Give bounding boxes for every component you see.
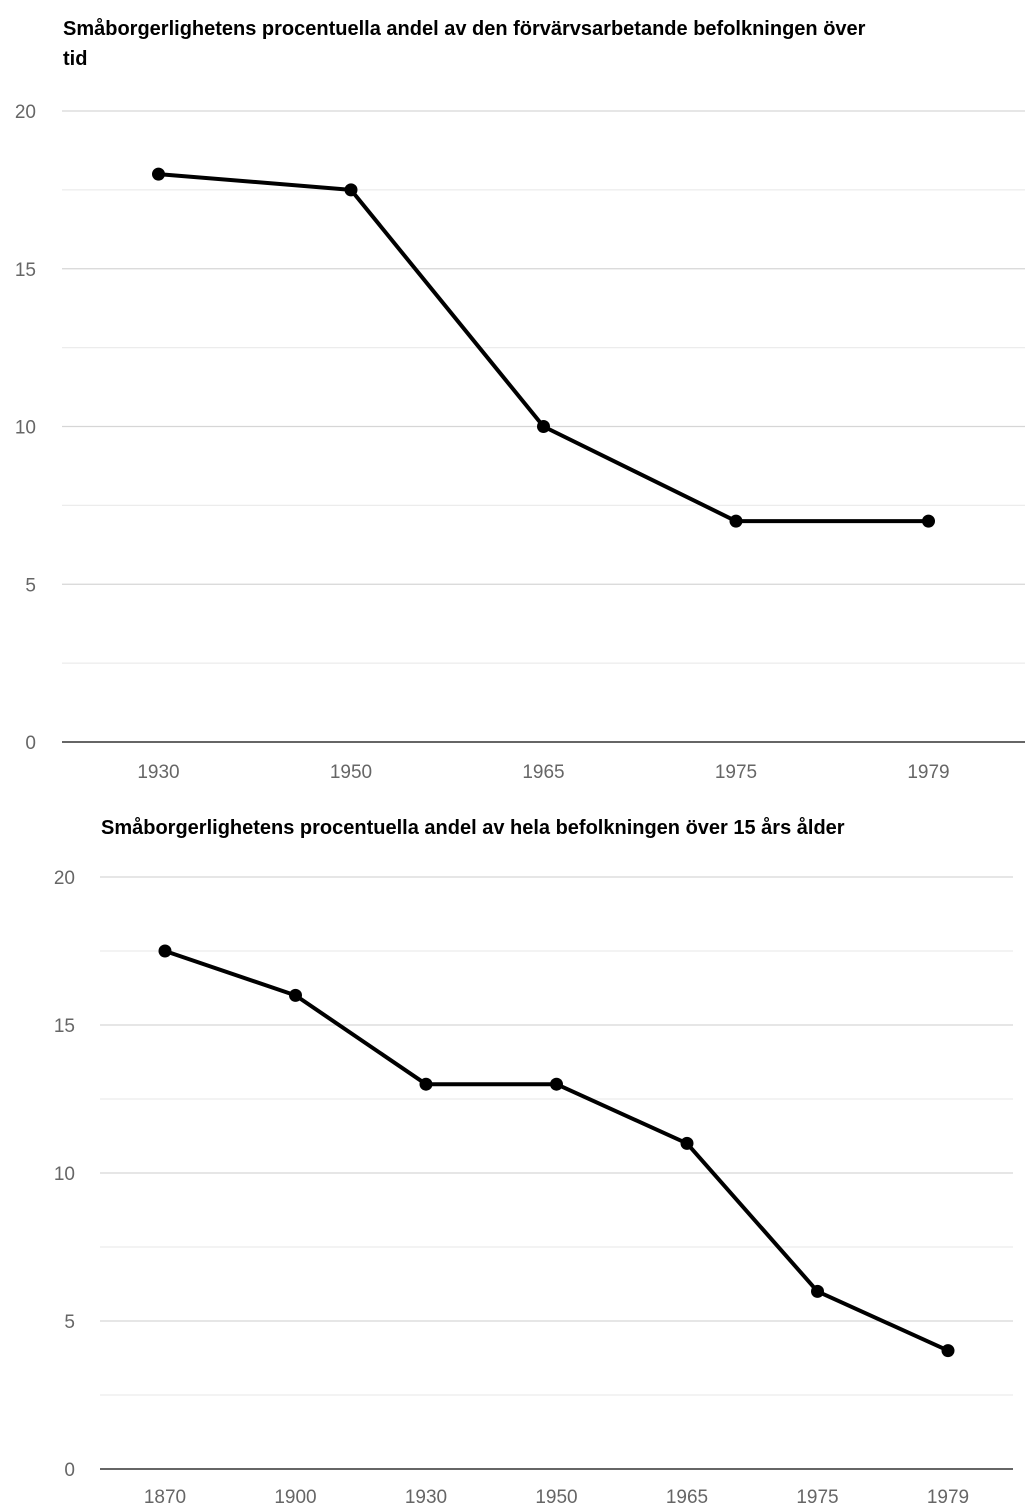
chart-1: Småborgerlighetens procentuella andel av… — [15, 17, 1025, 783]
data-point — [729, 514, 743, 528]
chart-1-title-line-2: tid — [63, 48, 87, 70]
data-point — [941, 1344, 955, 1358]
x-tick-label: 1975 — [796, 1487, 838, 1506]
y-tick-label: 10 — [15, 418, 36, 439]
y-tick-label: 20 — [54, 868, 75, 889]
x-tick-label: 1930 — [137, 762, 179, 783]
x-tick-label: 1950 — [535, 1487, 577, 1506]
chart-2: Småborgerlighetens procentuella andel av… — [54, 816, 1013, 1506]
chart-2-title: Småborgerlighetens procentuella andel av… — [101, 816, 845, 839]
x-tick-label: 1965 — [666, 1487, 708, 1506]
data-point — [419, 1077, 433, 1091]
y-tick-label: 10 — [54, 1164, 75, 1185]
data-point — [680, 1136, 694, 1150]
y-tick-label: 15 — [54, 1016, 75, 1037]
y-tick-label: 0 — [25, 733, 36, 754]
data-point — [344, 183, 358, 197]
x-tick-label: 1900 — [274, 1487, 316, 1506]
x-tick-label: 1870 — [144, 1487, 186, 1506]
x-tick-label: 1975 — [715, 762, 757, 783]
data-point — [289, 988, 302, 1002]
data-point — [550, 1077, 563, 1091]
y-tick-label: 5 — [64, 1312, 75, 1333]
x-tick-label: 1950 — [330, 762, 372, 783]
data-point — [152, 167, 165, 181]
y-tick-label: 20 — [15, 102, 36, 123]
y-tick-label: 5 — [25, 575, 36, 596]
x-tick-label: 1965 — [522, 762, 564, 783]
x-tick-label: 1979 — [927, 1487, 969, 1506]
data-point — [811, 1284, 824, 1298]
data-point — [922, 514, 935, 528]
x-tick-label: 1979 — [907, 762, 949, 783]
y-tick-label: 0 — [64, 1460, 75, 1481]
data-point — [158, 944, 172, 958]
data-point — [537, 420, 550, 433]
y-tick-label: 15 — [15, 260, 36, 281]
series-line — [163, 949, 950, 1353]
x-tick-label: 1930 — [405, 1487, 447, 1506]
chart-1-title-line-1: Småborgerlighetens procentuella andel av… — [63, 17, 866, 40]
